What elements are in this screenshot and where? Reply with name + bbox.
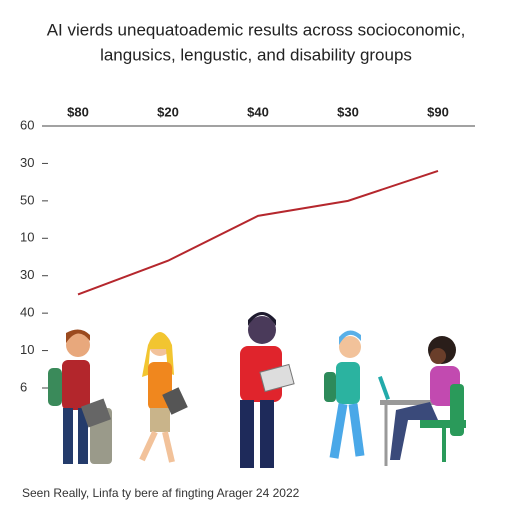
y-tick-label: 10 bbox=[20, 230, 34, 245]
x-tick-label: $90 bbox=[427, 104, 449, 119]
y-tick-label: 6 bbox=[20, 379, 27, 394]
chart-title: langusics, lengustic, and disability gro… bbox=[100, 45, 412, 64]
y-tick-label: 30 bbox=[20, 155, 34, 170]
x-tick-label: $40 bbox=[247, 104, 269, 119]
y-tick-label: 10 bbox=[20, 342, 34, 357]
y-tick-label: 60 bbox=[20, 117, 34, 132]
illustration bbox=[48, 312, 466, 468]
chart-title: AI vierds unequatoademic results across … bbox=[47, 20, 466, 39]
x-tick-label: $80 bbox=[67, 104, 89, 119]
y-tick-label: 50 bbox=[20, 192, 34, 207]
source-note: Seen Really, Linfa ty bere af fingting A… bbox=[22, 486, 300, 500]
x-tick-label: $20 bbox=[157, 104, 179, 119]
y-tick-label: 30 bbox=[20, 267, 34, 282]
data-line bbox=[77, 169, 439, 296]
y-tick-label: 40 bbox=[20, 305, 34, 320]
x-tick-label: $30 bbox=[337, 104, 359, 119]
